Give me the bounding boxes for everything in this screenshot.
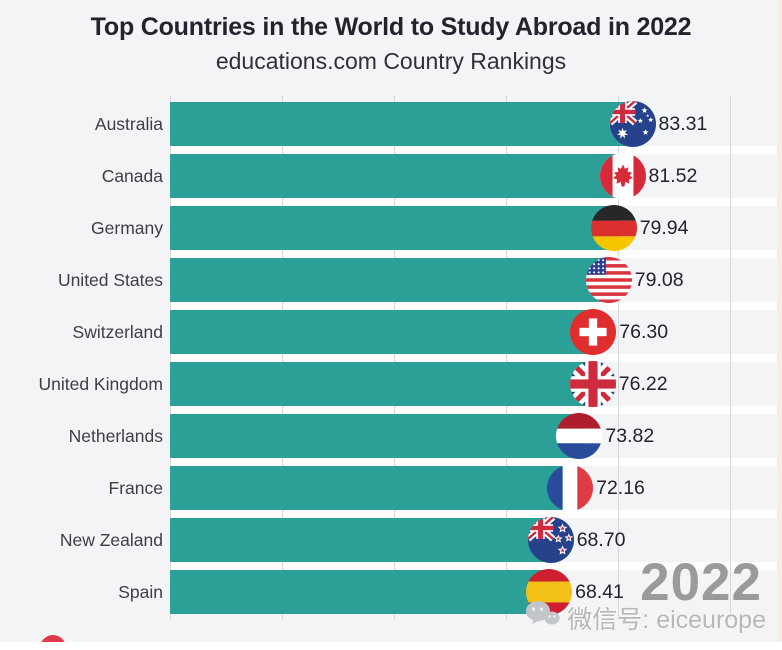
bar-switzerland xyxy=(170,309,598,354)
switzerland-flag-icon xyxy=(570,308,617,355)
watermark-wechat: 微信号: eiceurope xyxy=(524,599,766,636)
country-label: New Zealand xyxy=(59,529,163,550)
wechat-icon xyxy=(524,599,560,636)
bar-united-states xyxy=(170,257,613,302)
value-label: 81.52 xyxy=(648,164,698,187)
row-gap-stripe xyxy=(170,405,777,414)
netherlands-flag-icon xyxy=(556,412,603,459)
gridline xyxy=(170,96,171,620)
value-label: 76.30 xyxy=(619,320,669,343)
country-label: Switzerland xyxy=(72,321,163,342)
bar-spain xyxy=(170,569,554,614)
row-gap-stripe xyxy=(170,509,777,518)
row-gap-stripe xyxy=(170,561,777,570)
gridline xyxy=(730,96,731,620)
watermark-wechat-text: 微信号: eiceurope xyxy=(567,605,766,634)
value-label: 72.16 xyxy=(596,476,645,499)
country-label: Australia xyxy=(94,114,163,134)
gridline xyxy=(394,96,395,620)
row-gap-stripe xyxy=(170,353,777,362)
chart-title: Top Countries in the World to Study Abro… xyxy=(90,13,692,41)
country-label: France xyxy=(108,477,163,498)
country-label: Germany xyxy=(91,217,163,238)
country-label: Netherlands xyxy=(68,425,163,446)
canada-flag-icon xyxy=(599,152,646,199)
row-gap-stripe xyxy=(170,197,777,206)
bar-netherlands xyxy=(170,413,584,458)
bar-germany xyxy=(170,205,618,250)
bar-new-zealand xyxy=(170,517,555,562)
bar-france xyxy=(170,465,575,510)
gridline xyxy=(618,96,619,620)
bottom-strip xyxy=(0,642,782,650)
value-label: 68.41 xyxy=(575,580,624,603)
right-edge-strip xyxy=(777,0,782,650)
value-label: 76.22 xyxy=(618,372,668,395)
new-zealand-flag-icon xyxy=(527,516,574,563)
row-gap-stripe xyxy=(170,249,777,258)
country-label: Spain xyxy=(118,581,163,602)
country-label: United Kingdom xyxy=(38,373,163,394)
value-label: 83.31 xyxy=(658,113,708,135)
germany-flag-icon xyxy=(590,204,637,251)
united-states-flag-icon xyxy=(585,256,632,303)
bar-united-kingdom xyxy=(170,361,597,406)
row-gap-stripe xyxy=(170,457,777,466)
bar-canada xyxy=(170,153,627,198)
gridline xyxy=(506,96,507,620)
france-flag-icon xyxy=(547,464,594,511)
bar-australia xyxy=(170,102,637,146)
country-label: United States xyxy=(57,269,163,290)
australia-flag-icon xyxy=(609,101,656,147)
chart-subtitle: educations.com Country Rankings xyxy=(215,48,567,74)
value-label: 68.70 xyxy=(576,528,626,551)
row-gap-stripe xyxy=(170,301,777,310)
country-label: Canada xyxy=(101,165,163,186)
row-gap-stripe xyxy=(170,146,777,154)
value-label: 79.08 xyxy=(634,268,684,291)
value-label: 73.82 xyxy=(605,424,655,447)
united-kingdom-flag-icon xyxy=(569,360,616,407)
gridline xyxy=(282,96,283,620)
value-label: 79.94 xyxy=(639,216,689,239)
watermark-year: 2022 xyxy=(640,553,762,612)
